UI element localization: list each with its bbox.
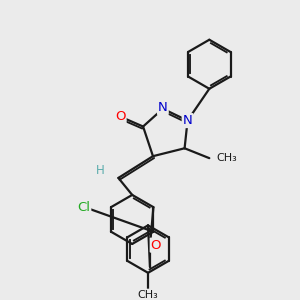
- Text: CH₃: CH₃: [216, 153, 237, 163]
- Text: N: N: [183, 114, 192, 127]
- Text: N: N: [158, 101, 168, 114]
- Text: CH₃: CH₃: [138, 290, 158, 300]
- Text: O: O: [151, 238, 161, 252]
- Text: O: O: [115, 110, 126, 123]
- Text: H: H: [96, 164, 105, 176]
- Text: Cl: Cl: [77, 201, 90, 214]
